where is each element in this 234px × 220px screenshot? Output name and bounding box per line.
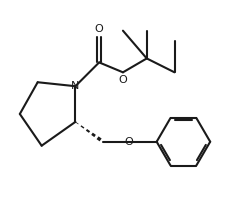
Text: N: N: [71, 81, 80, 91]
Text: O: O: [125, 137, 133, 147]
Text: O: O: [118, 75, 127, 85]
Text: O: O: [95, 24, 103, 34]
